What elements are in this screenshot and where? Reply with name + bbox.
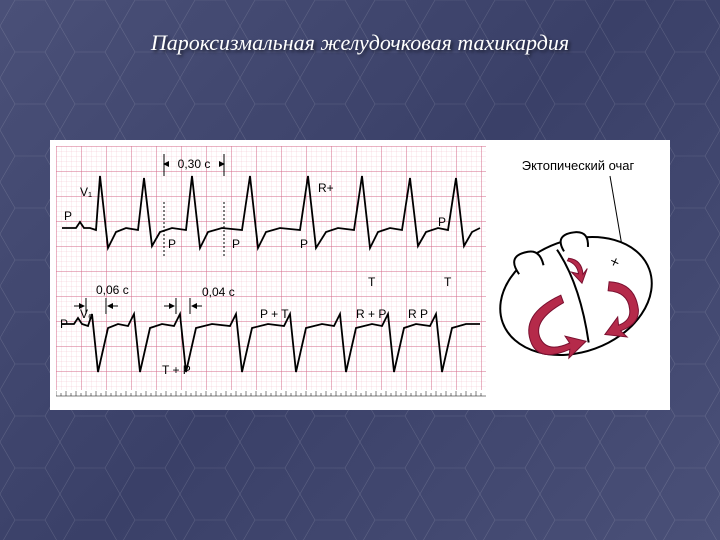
p-label-v1-end: P — [438, 215, 446, 229]
ecg-panel: 0,30 с V₁ P R+ P P P P T T 0,06 с — [56, 146, 486, 404]
rp-label: R + P — [356, 307, 386, 321]
interval-004c: 0,04 с — [202, 285, 235, 299]
lead-v1-label: V₁ — [80, 185, 92, 199]
p-mid-3: P — [300, 237, 308, 251]
interval-label: 0,30 с — [178, 157, 211, 171]
pt-label: P + T — [260, 307, 289, 321]
t-label-1: T — [368, 275, 376, 289]
p-mid-1: P — [168, 237, 176, 251]
label-leader-line — [610, 176, 622, 246]
p-mid-2: P — [232, 237, 240, 251]
interval-006c: 0,06 с — [96, 283, 129, 297]
time-ticks — [56, 391, 481, 396]
slide-title: Пароксизмальная желудочковая тахикардия — [0, 30, 720, 56]
rp2-label: R P — [408, 307, 428, 321]
t-label-2: T — [444, 275, 452, 289]
p-label-v1: P — [64, 209, 72, 223]
r-plus-label: R+ — [318, 181, 334, 195]
heart-diagram: Эктопический очаг × — [490, 146, 664, 404]
ectopic-focus-label: Эктопический очаг — [522, 158, 635, 173]
figure-container: 0,30 с V₁ P R+ P P P P T T 0,06 с — [50, 140, 670, 410]
